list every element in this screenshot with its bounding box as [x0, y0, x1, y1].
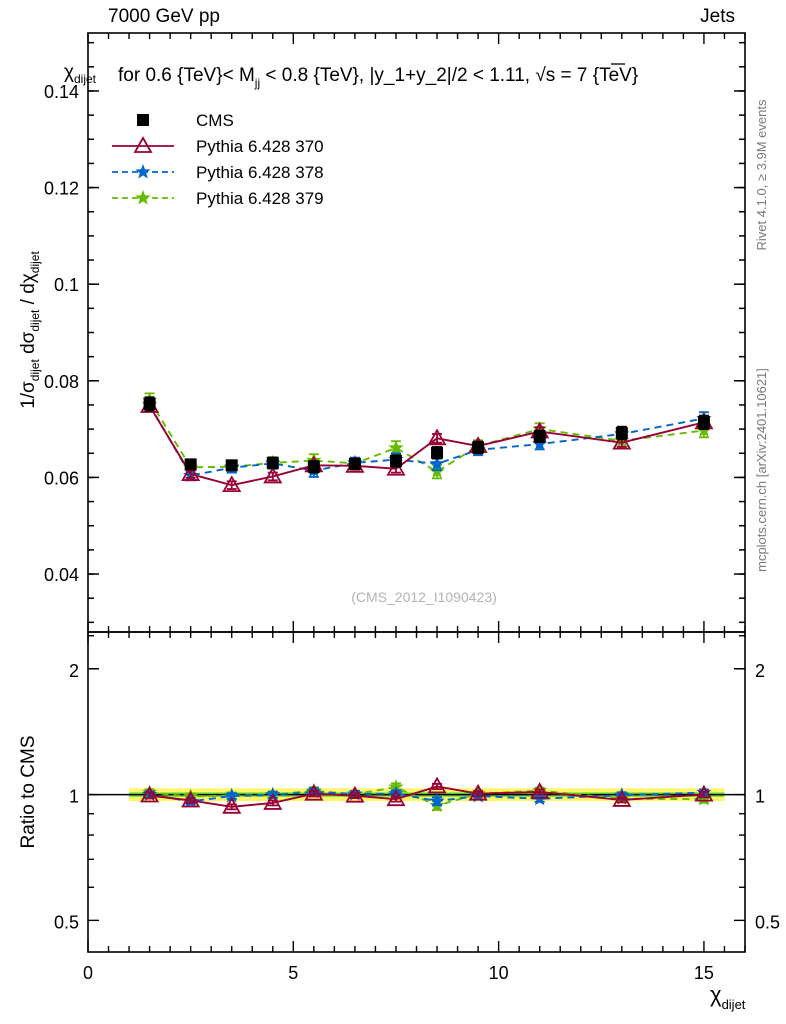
ratio-series-0-marker	[530, 782, 550, 799]
y-tick-label-ratio: 1	[69, 787, 79, 807]
legend-label-3: Pythia 6.428 379	[196, 189, 324, 208]
main-series-1-line	[148, 405, 705, 487]
svg-text:Rivet 4.1.0, ≥ 3.9M events: Rivet 4.1.0, ≥ 3.9M events	[754, 99, 769, 250]
y-tick-label-ratio-right: 1	[755, 787, 765, 807]
ratio-series-1-line	[149, 790, 704, 803]
main-series-0-marker	[266, 456, 279, 469]
main-series-0-marker	[533, 430, 546, 443]
main-series-1-marker	[386, 458, 406, 476]
main-series-0-marker	[184, 458, 197, 471]
main-series-1-marker	[263, 466, 283, 484]
main-series-0-marker	[697, 416, 710, 429]
main-series-0-marker	[472, 441, 485, 454]
ratio-series-2-marker	[696, 791, 712, 806]
legend-label-0: CMS	[196, 111, 234, 130]
ratio-series-0-marker	[222, 796, 242, 814]
ratio-series-0-marker	[386, 789, 406, 807]
ratio-series-0-marker	[140, 785, 160, 803]
main-series-1-marker	[427, 428, 447, 446]
y-tick-label-ratio: 2	[69, 661, 79, 681]
y-tick-label-ratio-right: 0.5	[755, 912, 780, 932]
mcplots-source-note: mcplots.cern.ch [arXiv:2401.10621]	[754, 368, 769, 572]
chi-dijet-corner-label: χdijet	[64, 62, 97, 86]
condition-annotation: for 0.6 {TeV}< Mjj < 0.8 {TeV}, |y_1+y_2…	[118, 65, 638, 90]
main-series-1-marker	[222, 475, 242, 493]
main-series-0-marker	[143, 397, 156, 410]
svg-text:Ratio to CMS: Ratio to CMS	[18, 736, 39, 849]
y-axis-title-main: 1/σdijet dσdijet / dχdijet	[18, 251, 42, 409]
y-axis-title-ratio: Ratio to CMS	[18, 736, 39, 849]
ratio-series-0-marker	[612, 790, 632, 807]
ratio-series-2-line	[149, 786, 704, 807]
x-tick-label: 15	[694, 963, 714, 983]
legend-marker-0	[137, 114, 149, 126]
main-series-2-line	[148, 404, 705, 477]
ratio-series-0-marker	[304, 783, 324, 801]
main-series-0-marker	[348, 457, 361, 470]
ratio-series-0-marker	[181, 790, 201, 808]
main-series-3-line	[148, 399, 705, 473]
header-right-label: Jets	[700, 6, 735, 27]
main-series-0-marker	[307, 460, 320, 473]
ratio-series-1-marker	[224, 788, 240, 803]
ratio-series-0-marker	[694, 784, 714, 802]
y-tick-label-main: 0.06	[44, 468, 79, 488]
svg-text:mcplots.cern.ch [arXiv:2401.10: mcplots.cern.ch [arXiv:2401.10621]	[754, 368, 769, 572]
header-left-label: 7000 GeV pp	[108, 6, 220, 27]
main-series-2-marker	[429, 455, 445, 471]
ratio-series-0-marker	[345, 785, 365, 803]
main-series-1-marker	[181, 464, 201, 481]
x-tick-label: 10	[489, 963, 509, 983]
ratio-series-0-line	[149, 785, 704, 808]
legend-marker-3	[135, 190, 151, 205]
svg-text:1/σdijet dσdijet / dχdijet: 1/σdijet dσdijet / dχdijet	[18, 251, 42, 409]
main-series-0-marker	[389, 454, 402, 467]
y-tick-label-ratio-right: 2	[755, 661, 765, 681]
main-series-3-marker	[388, 439, 404, 455]
legend-marker-1	[133, 136, 153, 153]
main-series-3-marker	[306, 452, 322, 467]
y-tick-label-ratio: 0.5	[54, 912, 79, 932]
y-tick-label-main: 0.04	[44, 565, 79, 585]
main-series-0-marker	[431, 446, 444, 459]
ratio-series-0-marker	[427, 776, 447, 794]
main-plot-frame	[87, 32, 746, 633]
x-axis-title: χdijet	[710, 982, 746, 1012]
legend-marker-2	[135, 164, 151, 179]
main-series-0-marker	[615, 426, 628, 439]
main-series-1-marker	[612, 432, 632, 450]
y-tick-label-main: 0.12	[44, 179, 79, 199]
rivet-version-note: Rivet 4.1.0, ≥ 3.9M events	[754, 99, 769, 250]
y-tick-label-main: 0.14	[44, 82, 79, 102]
y-tick-label-main: 0.08	[44, 372, 79, 392]
x-tick-label: 5	[288, 963, 298, 983]
legend-label-2: Pythia 6.428 378	[196, 163, 324, 182]
ratio-series-0-marker	[263, 793, 283, 810]
main-series-0-marker	[225, 459, 238, 472]
ratio-series-1-marker	[614, 787, 630, 802]
x-tick-label: 0	[83, 963, 93, 983]
ratio-series-1-marker	[429, 793, 445, 808]
legend-label-1: Pythia 6.428 370	[196, 137, 324, 156]
watermark-label: (CMS_2012_I1090423)	[351, 589, 497, 605]
main-series-2-marker	[532, 436, 548, 451]
y-tick-label-main: 0.1	[54, 275, 79, 295]
ratio-series-0-marker	[468, 783, 488, 801]
